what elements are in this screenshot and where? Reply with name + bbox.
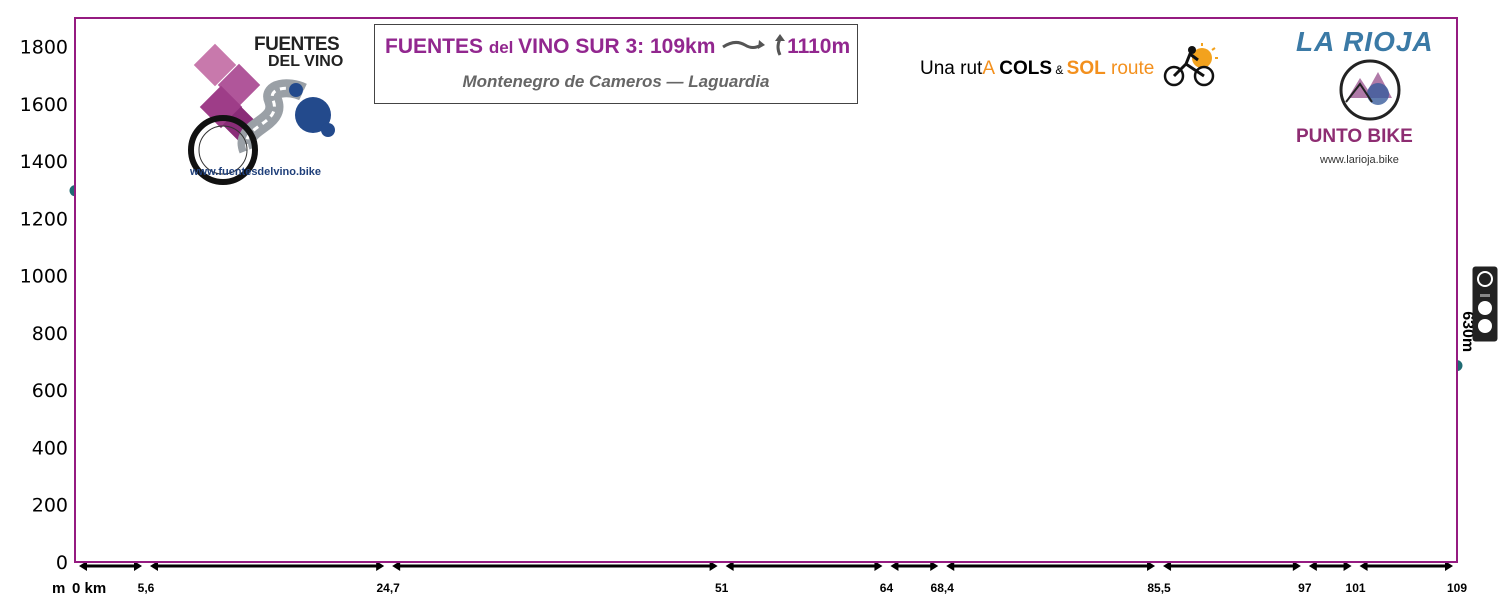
road-arrow-head	[1445, 561, 1453, 571]
y-tick-label: 1600	[20, 94, 68, 116]
route-subtitle: Montenegro de Cameros — Laguardia	[462, 72, 770, 91]
route-title: FUENTES del VINO SUR 3: 109km 1110m	[385, 33, 850, 59]
cols-sol: SOL	[1066, 58, 1106, 79]
creative-commons-icon	[1472, 266, 1498, 342]
title-part-2: del	[488, 38, 519, 57]
road-arrow-head	[79, 561, 87, 571]
fuentes-name-line2: DEL VINO	[268, 53, 344, 70]
y-tick-label: 1800	[20, 37, 68, 59]
road-arrow-head	[392, 561, 401, 571]
cols-route: route	[1105, 58, 1155, 79]
road-arrow-head	[890, 561, 899, 571]
y-tick-label: 200	[32, 495, 68, 517]
cols-prefix: Una rut	[920, 58, 983, 79]
x-tick-label: 101	[1346, 581, 1366, 595]
y-unit-label: m	[52, 580, 65, 597]
title-part-4: 1110m	[787, 35, 851, 58]
road-arrow-head	[150, 561, 159, 571]
y-tick-label: 1000	[20, 266, 68, 288]
road-arrow-head	[874, 561, 883, 571]
cyclist-sun-icon	[1163, 43, 1218, 87]
road-arrow-head	[946, 561, 955, 571]
cols-sol-brand: Una rutA COLS & SOL route	[920, 42, 1222, 88]
road-arrow-head	[134, 561, 143, 571]
x-tick-label: 24,7	[376, 581, 400, 595]
ascent-arrow-icon	[722, 40, 766, 49]
fuentes-url: www.fuentesdelvino.bike	[190, 166, 322, 178]
x-tick-label: 85,5	[1147, 581, 1171, 595]
waypoint-label: 630m	[1459, 311, 1476, 352]
road-arrow-head	[930, 561, 939, 571]
fuentes-del-vino-logo-icon	[188, 43, 335, 185]
x-tick-label: 109	[1447, 581, 1467, 595]
y-tick-label: 1200	[20, 208, 68, 230]
x-start-label: 0 km	[72, 580, 106, 597]
cols-amp: &	[1052, 63, 1067, 77]
road-arrow-head	[725, 561, 734, 571]
climb-arrow-icon	[775, 34, 786, 56]
y-tick-label: 600	[32, 380, 68, 402]
cols-a: A	[982, 58, 1000, 79]
title-part-1: FUENTES	[385, 35, 489, 58]
y-tick-label: 1400	[20, 151, 68, 173]
x-tick-label: 97	[1298, 581, 1312, 595]
cols-cols: COLS	[999, 58, 1052, 79]
x-tick-label: 5,6	[138, 581, 155, 595]
punto-bike-logo-icon	[1339, 59, 1401, 121]
x-tick-label: 51	[715, 581, 729, 595]
punto-bike-title: PUNTO BIKE	[1296, 126, 1413, 147]
road-arrow-head	[1343, 561, 1352, 571]
la-rioja-title: LA RIOJA	[1296, 26, 1434, 57]
road-arrow-head	[1359, 561, 1368, 571]
road-arrow-head	[709, 561, 718, 571]
x-tick-label: 68,4	[931, 581, 955, 595]
y-tick-label: 0	[56, 552, 68, 574]
road-arrow-head	[1147, 561, 1156, 571]
y-tick-label: 400	[32, 437, 68, 459]
road-arrow-head	[1308, 561, 1317, 571]
title-part-3: VINO SUR 3: 109km	[518, 35, 722, 58]
road-arrow-head	[376, 561, 385, 571]
road-arrow-head	[1292, 561, 1301, 571]
road-arrow-head	[1163, 561, 1172, 571]
x-tick-label: 64	[880, 581, 894, 595]
y-tick-label: 800	[32, 323, 68, 345]
fuentes-name-line1: FUENTES	[254, 34, 340, 55]
rioja-url: www.larioja.bike	[1320, 154, 1399, 166]
route-title-box: FUENTES del VINO SUR 3: 109km 1110m Mont…	[374, 24, 858, 104]
